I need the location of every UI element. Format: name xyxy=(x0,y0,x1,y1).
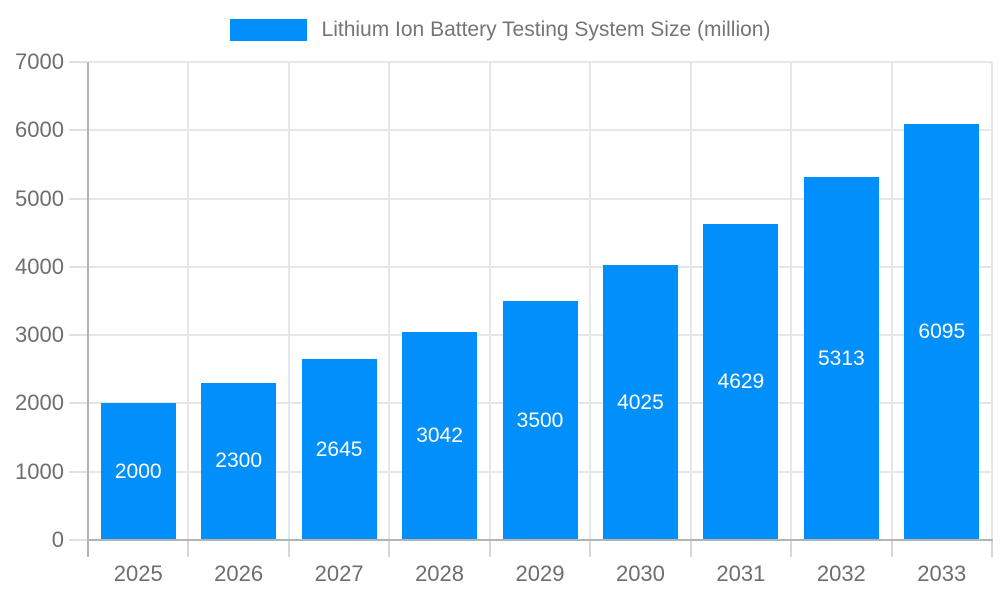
y-axis-label-0: 0 xyxy=(51,527,64,552)
legend: Lithium Ion Battery Testing System Size … xyxy=(0,18,1000,42)
x-axis-label-2032: 2032 xyxy=(816,561,866,586)
y-tick-1000 xyxy=(69,470,87,473)
bar-value-label: 2300 xyxy=(215,449,263,473)
bar-2026[interactable]: 2300 xyxy=(201,382,277,540)
gridline-y-6000 xyxy=(88,129,992,132)
y-tick-7000 xyxy=(69,61,87,63)
x-axis-label-2028: 2028 xyxy=(415,561,465,586)
bar-2028[interactable]: 3042 xyxy=(402,332,478,540)
gridline-y-4000 xyxy=(88,265,992,268)
x-axis-label-2025: 2025 xyxy=(113,561,163,586)
x-tick-3 xyxy=(388,540,391,557)
x-axis-label-2026: 2026 xyxy=(214,561,264,586)
gridline-x-3 xyxy=(388,62,391,540)
bar-value-label: 2000 xyxy=(114,459,162,483)
y-tick-4000 xyxy=(69,265,87,268)
y-axis-label-3000: 3000 xyxy=(15,322,64,348)
gridline-x-4 xyxy=(488,62,491,540)
y-tick-2000 xyxy=(69,402,87,405)
bar-2031[interactable]: 4629 xyxy=(703,223,779,540)
bar-value-label: 3042 xyxy=(416,424,463,448)
gridline-y-7000 xyxy=(88,61,992,63)
x-tick-9 xyxy=(991,540,993,557)
bar-value-label: 6095 xyxy=(918,319,966,343)
y-axis-label-1000: 1000 xyxy=(15,458,64,484)
bar-2030[interactable]: 4025 xyxy=(602,265,678,540)
gridline-x-1 xyxy=(187,62,190,540)
x-axis-line xyxy=(87,539,993,541)
y-axis-line xyxy=(87,62,89,557)
bar-2025[interactable]: 2000 xyxy=(100,403,176,540)
y-axis-label-2000: 2000 xyxy=(15,390,64,416)
x-tick-4 xyxy=(488,540,491,557)
x-axis-label-2027: 2027 xyxy=(314,561,364,586)
legend-item[interactable]: Lithium Ion Battery Testing System Size … xyxy=(229,18,771,42)
y-axis-label-5000: 5000 xyxy=(15,185,64,211)
x-tick-2 xyxy=(287,540,290,557)
x-axis-label-2033: 2033 xyxy=(917,561,967,586)
bar-2032[interactable]: 5313 xyxy=(803,177,879,540)
gridline-x-2 xyxy=(287,62,290,540)
bar-value-label: 2645 xyxy=(315,437,363,461)
x-tick-6 xyxy=(689,540,692,557)
gridline-x-5 xyxy=(589,62,592,540)
bar-value-label: 4629 xyxy=(717,369,765,393)
gridline-x-8 xyxy=(890,62,893,540)
legend-label: Lithium Ion Battery Testing System Size … xyxy=(321,18,771,41)
bar-value-label: 5313 xyxy=(817,346,865,370)
x-tick-8 xyxy=(890,540,893,557)
y-axis-label-7000: 7000 xyxy=(15,49,64,74)
x-axis-label-2031: 2031 xyxy=(716,561,766,586)
bar-value-label: 4025 xyxy=(617,390,664,414)
gridline-y-5000 xyxy=(88,197,992,200)
y-tick-5000 xyxy=(69,197,87,200)
y-axis-label-4000: 4000 xyxy=(15,253,64,279)
y-tick-3000 xyxy=(69,334,87,337)
bar-value-label: 3500 xyxy=(516,408,564,432)
y-tick-6000 xyxy=(69,129,87,132)
bar-2033[interactable]: 6095 xyxy=(904,123,980,540)
x-tick-5 xyxy=(589,540,592,557)
y-tick-0 xyxy=(69,539,87,541)
x-tick-1 xyxy=(187,540,190,557)
gridline-x-9 xyxy=(991,62,993,540)
gridline-x-6 xyxy=(689,62,692,540)
y-axis-label-6000: 6000 xyxy=(15,117,64,143)
gridline-x-7 xyxy=(790,62,793,540)
x-tick-7 xyxy=(790,540,793,557)
x-axis-label-2030: 2030 xyxy=(615,561,665,586)
bar-2029[interactable]: 3500 xyxy=(502,301,578,540)
bar-2027[interactable]: 2645 xyxy=(301,359,377,540)
plot-area: 2000 2300 2645 3042 3500 4025 4629 5313 6095 xyxy=(69,61,993,557)
legend-swatch-icon xyxy=(229,19,307,41)
x-axis-label-2029: 2029 xyxy=(515,561,565,586)
